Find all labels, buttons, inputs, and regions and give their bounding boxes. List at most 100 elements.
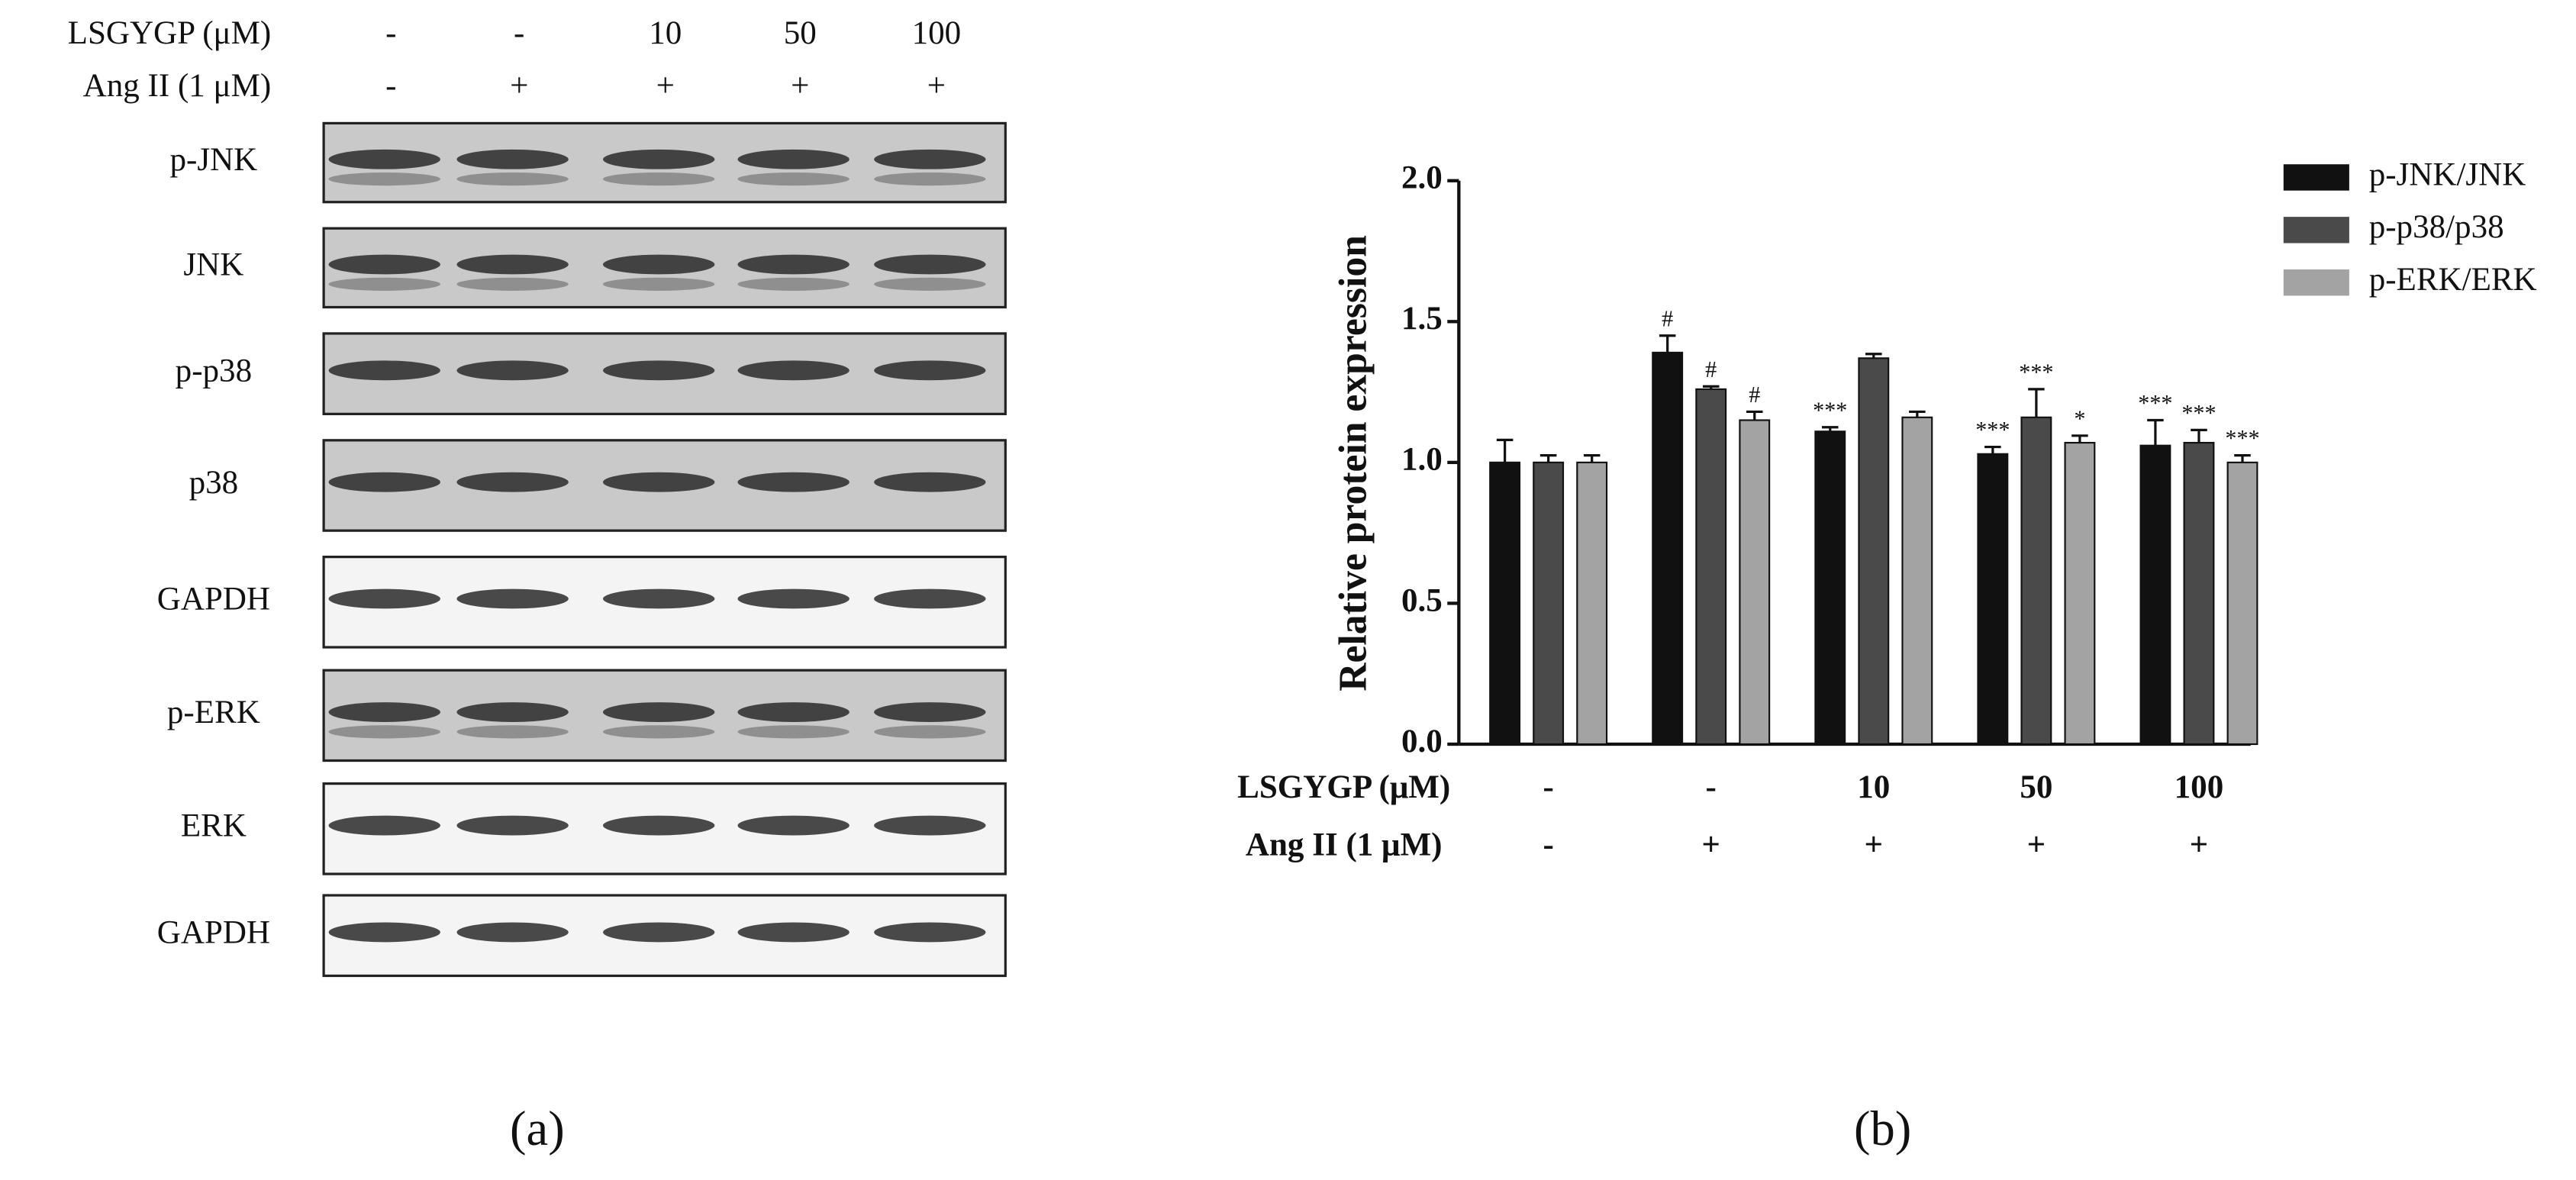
treatment-label: LSGYGP (μM) bbox=[68, 15, 272, 51]
band bbox=[737, 172, 850, 186]
band bbox=[737, 254, 850, 275]
bar bbox=[1533, 461, 1565, 746]
band-label: p-JNK bbox=[170, 142, 258, 178]
bar bbox=[1858, 357, 1890, 746]
band bbox=[328, 360, 440, 381]
bar bbox=[1695, 388, 1727, 746]
band bbox=[328, 588, 440, 609]
band bbox=[874, 472, 986, 492]
significance: *** bbox=[2138, 390, 2172, 416]
significance: # bbox=[1705, 356, 1717, 382]
treatment-value: + bbox=[510, 68, 528, 104]
panel-label: (a) bbox=[510, 1101, 565, 1156]
panel-label: (b) bbox=[1854, 1101, 1911, 1156]
x-tick-label: 100 bbox=[2175, 769, 2224, 805]
treatment-value: - bbox=[385, 15, 396, 51]
band bbox=[456, 360, 569, 381]
y-tick-label: 0.0 bbox=[1401, 724, 1443, 759]
treatment-value: + bbox=[927, 68, 946, 104]
x-tick-label: + bbox=[1865, 827, 1884, 862]
band bbox=[874, 149, 986, 169]
band bbox=[874, 277, 986, 291]
western-blot: LSGYGP (μM) - - 10 50 100 Ang II (1 μM) - + + + + p-… bbox=[68, 15, 1007, 978]
band bbox=[328, 172, 440, 186]
band bbox=[737, 702, 850, 722]
band bbox=[328, 702, 440, 722]
bar bbox=[1977, 453, 2009, 746]
band bbox=[328, 277, 440, 291]
legend-swatch bbox=[2283, 217, 2349, 243]
band bbox=[456, 922, 569, 943]
bar bbox=[1576, 461, 1608, 746]
significance: * bbox=[2074, 405, 2085, 431]
legend-swatch bbox=[2283, 164, 2349, 191]
bar bbox=[2139, 444, 2171, 746]
treatment-value: 10 bbox=[649, 15, 682, 51]
error-bar bbox=[1583, 454, 1601, 463]
error-bar bbox=[1865, 353, 1882, 359]
error-bar bbox=[1821, 426, 1839, 432]
x-tick-label: + bbox=[1701, 827, 1720, 862]
legend-label: p-JNK/JNK bbox=[2369, 156, 2526, 192]
y-tick-label: 2.0 bbox=[1401, 160, 1443, 196]
error-bar bbox=[2147, 418, 2164, 446]
band bbox=[602, 702, 715, 722]
error-bar bbox=[2028, 388, 2045, 418]
x-tick-label: 10 bbox=[1857, 769, 1890, 805]
significance: *** bbox=[1975, 417, 2010, 443]
band bbox=[456, 254, 569, 275]
significance: *** bbox=[1813, 397, 1847, 423]
treatment-value: + bbox=[656, 68, 675, 104]
error-bar bbox=[1746, 410, 1763, 421]
band bbox=[602, 360, 715, 381]
y-tick-label: 1.0 bbox=[1401, 442, 1443, 478]
significance: *** bbox=[2019, 359, 2053, 385]
band bbox=[328, 254, 440, 275]
band-label: GAPDH bbox=[157, 582, 270, 617]
band bbox=[456, 149, 569, 169]
bar bbox=[1901, 416, 1933, 746]
bar bbox=[2064, 441, 2096, 746]
band bbox=[874, 588, 986, 609]
band bbox=[602, 922, 715, 943]
band bbox=[737, 588, 850, 609]
error-bar bbox=[2234, 454, 2251, 463]
band bbox=[737, 815, 850, 836]
band bbox=[456, 588, 569, 609]
band bbox=[328, 815, 440, 836]
band bbox=[874, 815, 986, 836]
x-row-label: LSGYGP (μM) bbox=[1237, 769, 1450, 805]
x-row-label: Ang II (1 μM) bbox=[1246, 827, 1442, 862]
band bbox=[737, 725, 850, 739]
x-tick-label: + bbox=[2027, 827, 2046, 862]
x-tick-label: 50 bbox=[2020, 769, 2052, 805]
error-bar bbox=[1909, 410, 1926, 418]
band bbox=[737, 277, 850, 291]
band bbox=[602, 815, 715, 836]
treatment-value: 50 bbox=[784, 15, 817, 51]
bar bbox=[2226, 461, 2258, 746]
bar bbox=[2183, 441, 2215, 746]
treatment-value: 100 bbox=[912, 15, 962, 51]
x-tick-label: - bbox=[1543, 769, 1553, 805]
bar bbox=[1814, 430, 1846, 746]
bar bbox=[1652, 351, 1684, 746]
treatment-value: - bbox=[385, 68, 396, 104]
band bbox=[737, 360, 850, 381]
band bbox=[602, 588, 715, 609]
band-label: GAPDH bbox=[157, 915, 270, 951]
band bbox=[874, 702, 986, 722]
band bbox=[874, 725, 986, 739]
bar bbox=[1489, 461, 1521, 746]
error-bar bbox=[2191, 428, 2207, 443]
bar bbox=[2020, 416, 2052, 746]
band bbox=[456, 815, 569, 836]
y-tick-label: 0.5 bbox=[1401, 582, 1443, 618]
band bbox=[874, 360, 986, 381]
significance: *** bbox=[2225, 425, 2259, 451]
significance: # bbox=[1749, 382, 1760, 408]
significance: *** bbox=[2181, 400, 2216, 426]
band bbox=[874, 254, 986, 275]
legend-swatch bbox=[2283, 269, 2349, 296]
